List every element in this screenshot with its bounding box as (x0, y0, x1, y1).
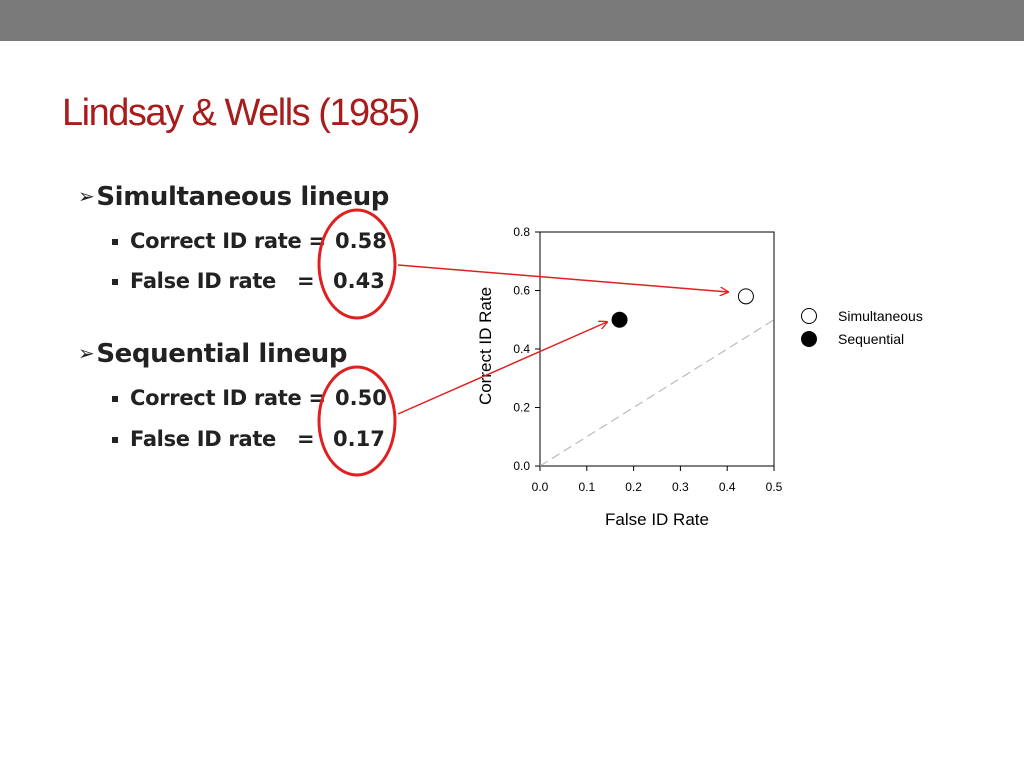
legend-marker (801, 308, 817, 324)
y-tick-label: 0.0 (513, 459, 530, 473)
slide-title: Lindsay & Wells (1985) (62, 92, 421, 134)
legend-marker (801, 331, 817, 347)
sequential-correct-label: Correct ID rate = (112, 386, 326, 410)
sequential-heading: ➢Sequential lineup (78, 339, 348, 369)
y-axis-title: Correct ID Rate (476, 287, 495, 405)
y-tick-label: 0.2 (513, 401, 530, 415)
arrow-bullet-icon: ➢ (78, 341, 95, 365)
legend-label: Sequential (838, 331, 904, 347)
simultaneous-heading: ➢Simultaneous lineup (78, 182, 389, 212)
y-tick-label: 0.6 (513, 284, 530, 298)
square-bullet-icon (112, 279, 118, 285)
sequential-false-label-text: False ID rate = (130, 427, 315, 451)
sequential-correct-label-text: Correct ID rate = (130, 386, 326, 410)
sequential-correct-value: 0.50 (335, 386, 387, 410)
simultaneous-correct-label: Correct ID rate = (112, 229, 326, 253)
simultaneous-false-label-text: False ID rate = (130, 269, 315, 293)
x-tick-label: 0.2 (625, 480, 642, 494)
simultaneous-point (737, 288, 754, 305)
sequential-false-label: False ID rate = (112, 427, 315, 451)
square-bullet-icon (112, 239, 118, 245)
diagonal-reference-line (539, 319, 775, 467)
sequential-highlight-ellipse (317, 365, 397, 477)
x-tick-label: 0.0 (532, 480, 549, 494)
square-bullet-icon (112, 396, 118, 402)
sequential-arrow (397, 322, 607, 415)
simultaneous-correct-label-text: Correct ID rate = (130, 229, 326, 253)
x-tick-label: 0.4 (719, 480, 736, 494)
x-tick-label: 0.1 (578, 480, 595, 494)
simultaneous-arrow (397, 264, 728, 292)
legend-label: Simultaneous (838, 308, 923, 324)
simultaneous-correct-value: 0.58 (335, 229, 387, 253)
simultaneous-false-label: False ID rate = (112, 269, 315, 293)
arrow-bullet-icon: ➢ (78, 184, 95, 208)
sequential-false-value: 0.17 (333, 427, 385, 451)
simultaneous-highlight-ellipse (317, 208, 397, 320)
y-tick-label: 0.8 (513, 225, 530, 239)
x-tick-label: 0.5 (766, 480, 783, 494)
simultaneous-heading-text: Simultaneous lineup (96, 182, 390, 212)
square-bullet-icon (112, 437, 118, 443)
x-tick-label: 0.3 (672, 480, 689, 494)
top-bar (0, 0, 1024, 41)
y-tick-label: 0.4 (513, 342, 530, 356)
sequential-point (611, 311, 628, 328)
simultaneous-false-value: 0.43 (333, 269, 385, 293)
sequential-heading-text: Sequential lineup (96, 339, 348, 369)
x-axis-title: False ID Rate (605, 510, 709, 529)
